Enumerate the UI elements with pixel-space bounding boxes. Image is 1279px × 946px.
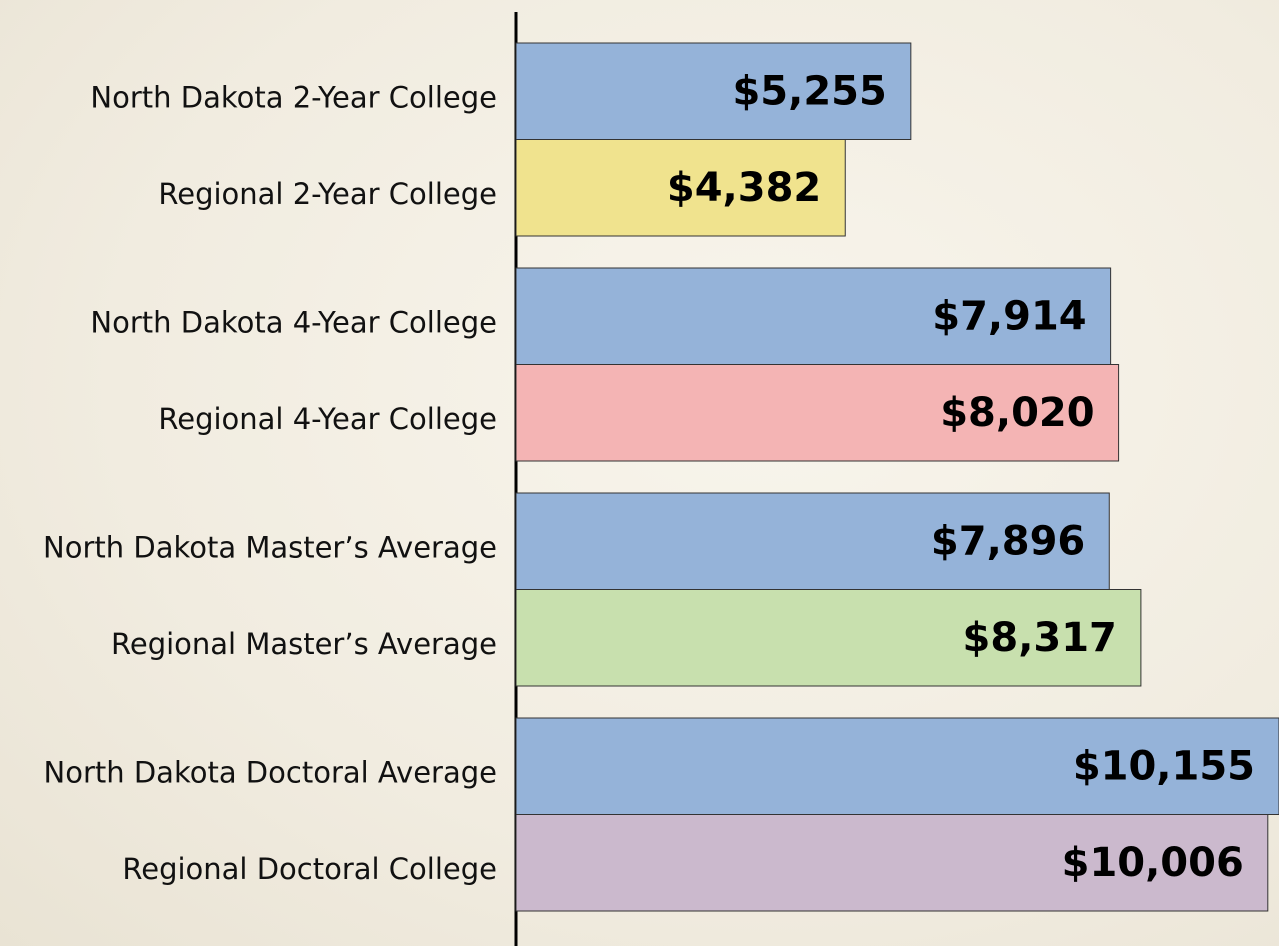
category-label: Regional 4-Year College	[158, 402, 497, 436]
category-label: North Dakota Master’s Average	[43, 530, 497, 564]
value-label: $10,155	[1073, 743, 1255, 789]
bar	[515, 139, 846, 237]
category-label: Regional 2-Year College	[158, 177, 497, 211]
category-label: Regional Doctoral College	[122, 852, 497, 886]
value-label: $4,382	[667, 165, 821, 211]
value-label: $7,914	[932, 293, 1086, 339]
value-label: $10,006	[1062, 840, 1244, 886]
bar	[515, 717, 1279, 815]
category-label: North Dakota 4-Year College	[90, 305, 497, 339]
bar	[515, 364, 1120, 462]
category-label: North Dakota Doctoral Average	[44, 755, 497, 789]
value-label: $7,896	[931, 518, 1085, 564]
value-label: $5,255	[732, 68, 886, 114]
category-label: Regional Master’s Average	[111, 627, 497, 661]
bar	[515, 589, 1142, 687]
bar	[515, 492, 1110, 590]
value-label: $8,020	[940, 390, 1094, 436]
category-label: North Dakota 2-Year College	[90, 80, 497, 114]
value-label: $8,317	[963, 615, 1117, 661]
bar	[515, 814, 1269, 912]
